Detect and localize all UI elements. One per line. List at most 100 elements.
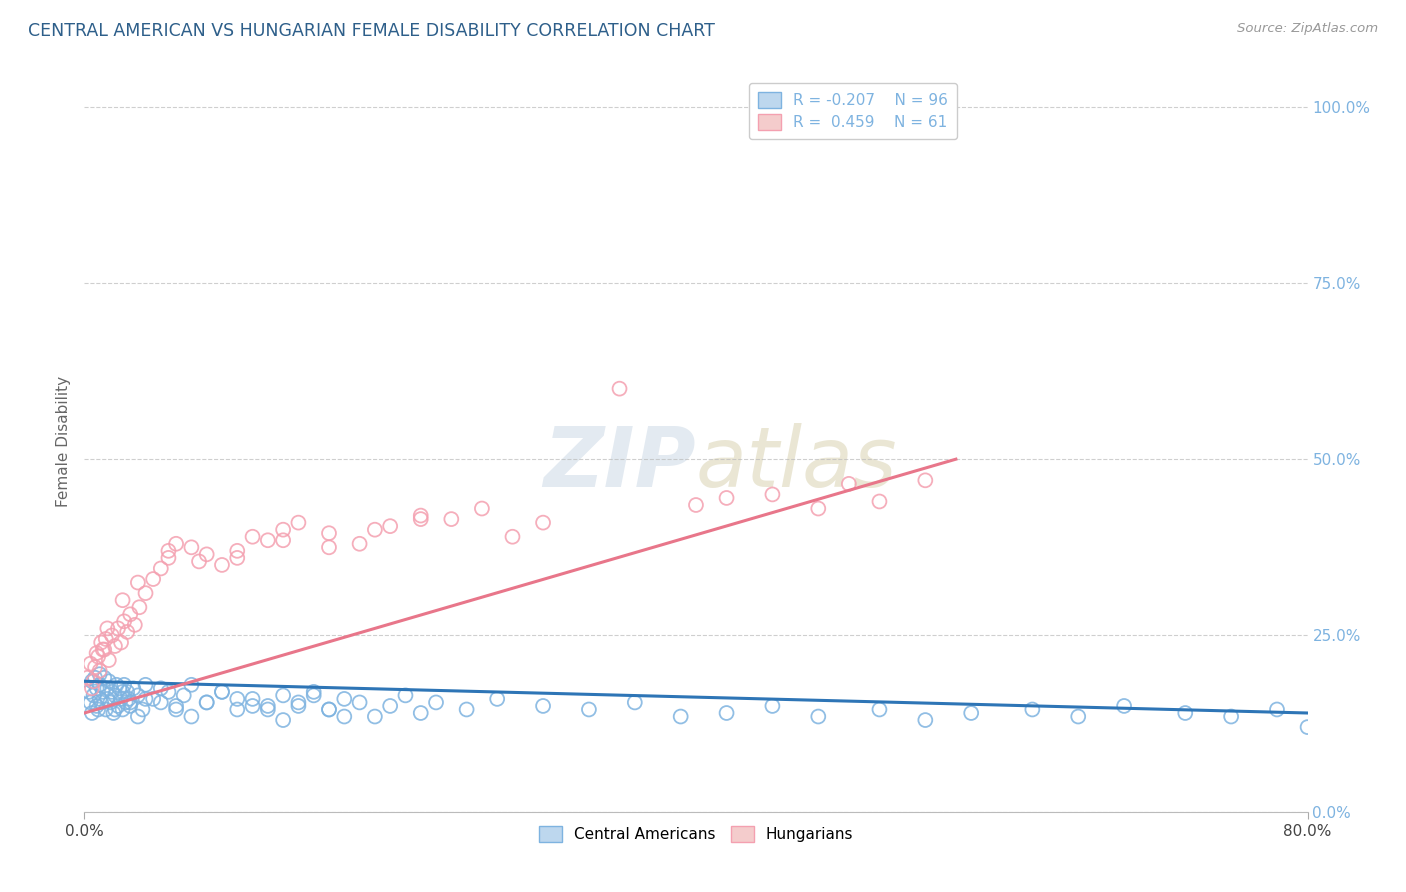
Point: [112, 615, 135, 629]
Point: [96, 681, 118, 696]
Point: [120, 698, 142, 713]
Point: [91, 685, 114, 699]
Point: [149, 695, 172, 709]
Point: [287, 695, 309, 709]
Point: [111, 685, 134, 699]
Point: [318, 702, 340, 716]
Point: [135, 586, 157, 600]
Point: [90, 695, 112, 709]
Point: [807, 501, 830, 516]
Point: [76, 671, 98, 685]
Point: [103, 706, 125, 720]
Point: [195, 695, 218, 709]
Point: [131, 702, 153, 716]
Point: [1296, 720, 1319, 734]
Point: [142, 572, 165, 586]
Point: [165, 702, 187, 716]
Point: [486, 692, 509, 706]
Point: [471, 501, 494, 516]
Point: [318, 526, 340, 541]
Point: [165, 537, 187, 551]
Point: [157, 550, 180, 565]
Point: [84, 660, 107, 674]
Point: [333, 692, 356, 706]
Y-axis label: Female Disability: Female Disability: [56, 376, 72, 508]
Point: [80, 674, 103, 689]
Point: [101, 685, 124, 699]
Point: [93, 671, 115, 685]
Point: [211, 685, 233, 699]
Point: [242, 530, 264, 544]
Point: [1021, 702, 1043, 716]
Point: [127, 575, 149, 590]
Point: [124, 618, 146, 632]
Point: [318, 541, 340, 555]
Point: [94, 702, 117, 716]
Point: [364, 709, 387, 723]
Point: [86, 646, 108, 660]
Point: [440, 512, 463, 526]
Legend: Central Americans, Hungarians: Central Americans, Hungarians: [533, 821, 859, 848]
Point: [349, 695, 371, 709]
Point: [115, 685, 138, 699]
Point: [77, 685, 100, 699]
Point: [271, 689, 294, 703]
Point: [94, 632, 117, 646]
Point: [135, 692, 157, 706]
Point: [761, 487, 783, 501]
Point: [1174, 706, 1197, 720]
Point: [1067, 709, 1090, 723]
Point: [211, 558, 233, 572]
Point: [84, 671, 107, 685]
Point: [380, 519, 402, 533]
Point: [110, 635, 132, 649]
Text: Source: ZipAtlas.com: Source: ZipAtlas.com: [1237, 22, 1378, 36]
Point: [609, 382, 631, 396]
Point: [456, 702, 478, 716]
Point: [869, 702, 891, 716]
Point: [195, 695, 218, 709]
Point: [624, 695, 647, 709]
Point: [83, 674, 105, 689]
Point: [257, 702, 280, 716]
Point: [149, 561, 172, 575]
Point: [180, 541, 202, 555]
Point: [180, 678, 202, 692]
Point: [211, 685, 233, 699]
Point: [111, 593, 134, 607]
Point: [142, 692, 165, 706]
Point: [79, 657, 101, 671]
Point: [86, 698, 108, 713]
Point: [669, 709, 692, 723]
Point: [90, 635, 112, 649]
Point: [318, 702, 340, 716]
Point: [502, 530, 524, 544]
Point: [128, 600, 150, 615]
Point: [226, 692, 249, 706]
Point: [107, 621, 129, 635]
Point: [98, 695, 121, 709]
Point: [112, 678, 135, 692]
Point: [165, 698, 187, 713]
Point: [349, 537, 371, 551]
Point: [302, 689, 325, 703]
Point: [531, 516, 554, 530]
Point: [1220, 709, 1243, 723]
Point: [271, 533, 294, 548]
Point: [110, 692, 132, 706]
Point: [364, 523, 387, 537]
Point: [226, 544, 249, 558]
Point: [83, 689, 105, 703]
Point: [271, 523, 294, 537]
Point: [287, 698, 309, 713]
Point: [409, 508, 432, 523]
Point: [108, 681, 131, 696]
Point: [838, 476, 860, 491]
Point: [127, 709, 149, 723]
Point: [242, 698, 264, 713]
Point: [80, 706, 103, 720]
Point: [287, 516, 309, 530]
Point: [114, 695, 136, 709]
Point: [1114, 698, 1136, 713]
Point: [685, 498, 707, 512]
